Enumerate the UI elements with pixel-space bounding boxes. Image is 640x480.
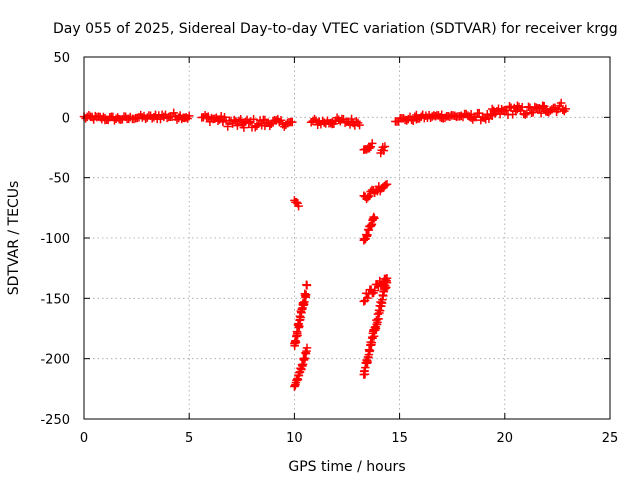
data-point [553, 104, 563, 114]
data-point [216, 112, 226, 121]
data-point [288, 117, 297, 127]
data-point [204, 112, 213, 121]
data-point [370, 286, 380, 295]
y-tick-label: -50 [49, 172, 70, 187]
data-point [382, 179, 392, 189]
data-point [360, 369, 370, 379]
data-point [431, 112, 440, 121]
data-point [380, 142, 390, 151]
data-point [495, 109, 505, 119]
y-tick-label: 0 [62, 111, 70, 126]
data-point [370, 214, 379, 223]
data-point [367, 139, 377, 148]
data-point [539, 101, 549, 111]
data-point [374, 314, 383, 324]
data-point [536, 108, 546, 118]
data-point [359, 297, 369, 306]
data-point [301, 290, 311, 299]
data-point [379, 146, 389, 155]
y-tick-labels: -250 -200 -150 -100 -50 0 50 [40, 51, 70, 428]
y-tick-label: -100 [40, 232, 70, 247]
data-point [381, 180, 390, 190]
x-tick-label: 25 [602, 431, 619, 446]
data-point [249, 114, 258, 124]
y-tick-label: 50 [53, 51, 70, 66]
x-tick-label: 15 [391, 431, 408, 446]
x-tick-label: 20 [497, 431, 514, 446]
chart-title: Day 055 of 2025, Sidereal Day-to-day VTE… [53, 21, 618, 37]
data-point [366, 142, 376, 151]
data-point [302, 281, 312, 290]
data-point [233, 121, 242, 130]
data-point [508, 110, 517, 119]
data-point [375, 306, 385, 316]
data-points [79, 98, 571, 391]
y-tick-label: -200 [40, 353, 70, 368]
data-point [561, 104, 571, 114]
data-point [528, 108, 538, 117]
data-point [302, 343, 312, 353]
x-tick-label: 10 [286, 431, 303, 446]
data-point [474, 108, 484, 118]
data-point [294, 201, 303, 211]
data-point [502, 106, 511, 115]
data-point [355, 120, 364, 130]
data-point [363, 193, 373, 202]
y-axis-label: SDTVAR / TECUs [6, 181, 22, 296]
x-axis-label: GPS time / hours [288, 459, 405, 475]
data-point [363, 293, 372, 303]
y-tick-label: -150 [40, 292, 70, 307]
data-point [293, 331, 302, 340]
data-point [556, 98, 566, 108]
y-tick-label: -250 [40, 413, 70, 428]
x-tick-label: 0 [80, 431, 88, 446]
data-point [345, 120, 355, 129]
data-point [364, 289, 373, 299]
plot-frame [83, 56, 611, 420]
data-point [382, 278, 392, 287]
data-point [365, 191, 374, 201]
x-tick-labels: 0 5 10 15 20 25 [80, 431, 618, 446]
data-point [184, 111, 194, 121]
data-point [223, 122, 232, 131]
grid-lines [84, 57, 610, 419]
x-tick-label: 5 [185, 431, 193, 446]
data-point [365, 143, 374, 153]
